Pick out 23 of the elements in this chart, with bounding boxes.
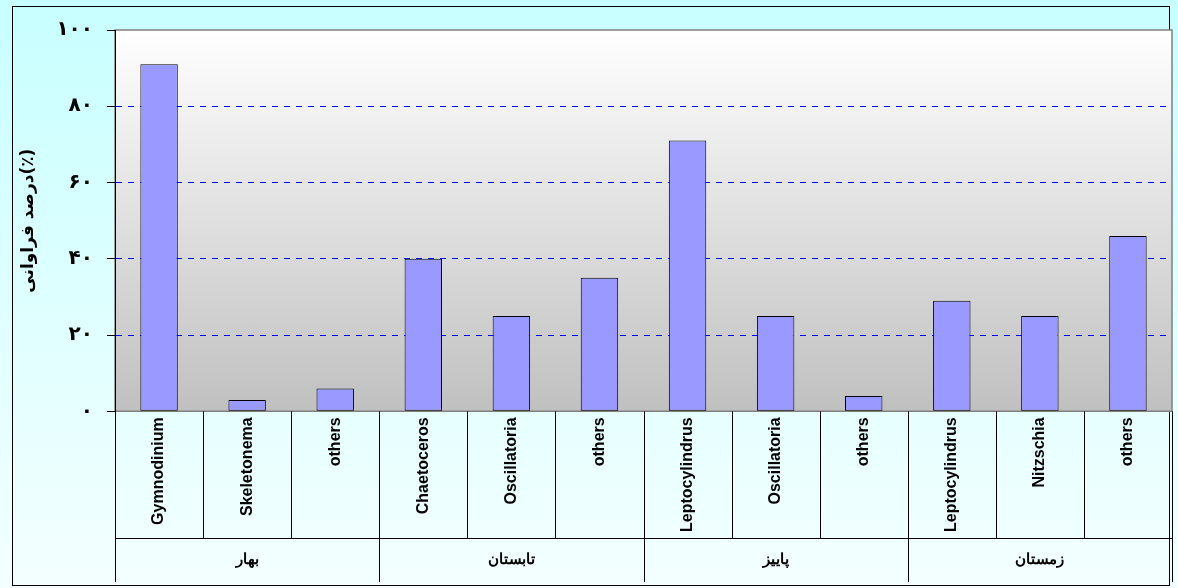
x-tick-label: Gymnodinium	[149, 417, 167, 525]
y-tick-label: ۲۰	[68, 321, 94, 346]
text: بهار	[234, 550, 259, 569]
y-tick-label: ۴۰	[68, 245, 94, 269]
text: تابستان	[487, 550, 535, 568]
x-tick-label: Leptocylindrus	[677, 417, 695, 533]
x-tick-label: Skeletonema	[237, 417, 255, 517]
x-tick-label: others	[589, 417, 607, 467]
y-tick-label: ۱۰۰	[56, 16, 94, 41]
y-axis-title: درصد فراوانی(٪)	[16, 148, 38, 293]
x-tick-label: Oscillatoria	[501, 417, 519, 505]
x-tick-label: Chaetoceros	[413, 417, 431, 515]
x-tick-label: others	[1118, 417, 1136, 467]
y-tick-label: ۶۰	[68, 168, 94, 193]
text: زمستان	[1015, 550, 1065, 569]
x-tick-label: Oscillatoria	[766, 417, 784, 505]
x-tick-label: others	[854, 417, 872, 467]
y-tick-label: ۰	[80, 397, 94, 422]
y-tick-label: ۸۰	[68, 92, 94, 117]
x-tick-label: Nitzschia	[1030, 417, 1048, 488]
x-tick-label: others	[325, 417, 343, 467]
text: پاییز	[761, 550, 789, 570]
x-tick-label: Leptocylindrus	[942, 417, 960, 533]
